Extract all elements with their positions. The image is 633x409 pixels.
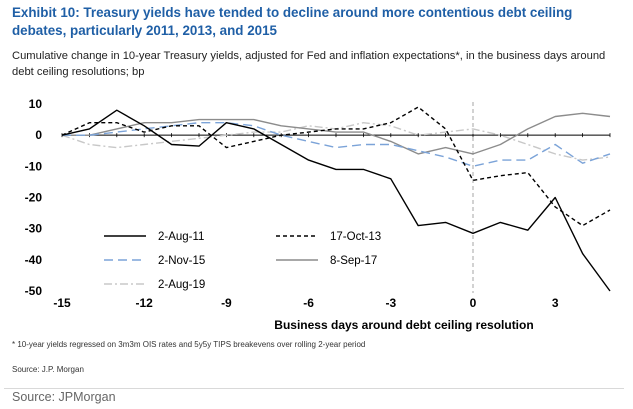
x-tick-label: 3 <box>552 296 559 310</box>
series-line-2-nov-15 <box>62 121 611 168</box>
line-chart: 100-10-20-30-40-50-15 -12 -9 -6 -3 0 3Business… <box>25 97 611 332</box>
y-tick-label: -10 <box>25 159 43 173</box>
chart-subtitle: Cumulative change in 10-year Treasury yi… <box>12 50 606 78</box>
x-tick-label: -3 <box>385 296 396 310</box>
x-tick-label: -12 <box>136 296 154 310</box>
y-tick-label: -50 <box>25 284 43 298</box>
y-tick-label: 10 <box>29 97 43 111</box>
y-tick-label: -30 <box>25 222 43 236</box>
legend-label: 8-Sep-17 <box>330 255 377 267</box>
series-line-8-sep-17 <box>62 112 611 155</box>
series-line-2-aug-11 <box>61 109 611 292</box>
exhibit-panel: Exhibit 10: Treasury yields have tended … <box>4 0 624 389</box>
x-tick-label: 0 <box>470 296 477 310</box>
chart-footnote: * 10-year yields regressed on 3m3m OIS r… <box>12 340 366 349</box>
page-source-caption: Source: JPMorgan <box>12 390 116 404</box>
chart-title: Exhibit 10: Treasury yields have tended … <box>12 5 573 38</box>
x-axis-label: Business days around debt ceiling resolu… <box>274 318 533 332</box>
legend-label: 2-Nov-15 <box>158 255 205 267</box>
y-tick-label: -40 <box>25 253 43 267</box>
x-tick-label: -9 <box>221 296 232 310</box>
legend-label: 2-Aug-11 <box>158 231 204 243</box>
y-tick-label: -20 <box>25 191 43 205</box>
x-tick-label: -6 <box>303 296 314 310</box>
y-tick-label: 0 <box>35 128 42 142</box>
x-tick-label: -15 <box>53 296 71 310</box>
inner-source-note: Source: J.P. Morgan <box>12 365 84 374</box>
legend-label: 2-Aug-19 <box>158 279 205 291</box>
legend-label: 17-Oct-13 <box>330 231 381 243</box>
series-line-17-oct-13 <box>61 106 611 227</box>
